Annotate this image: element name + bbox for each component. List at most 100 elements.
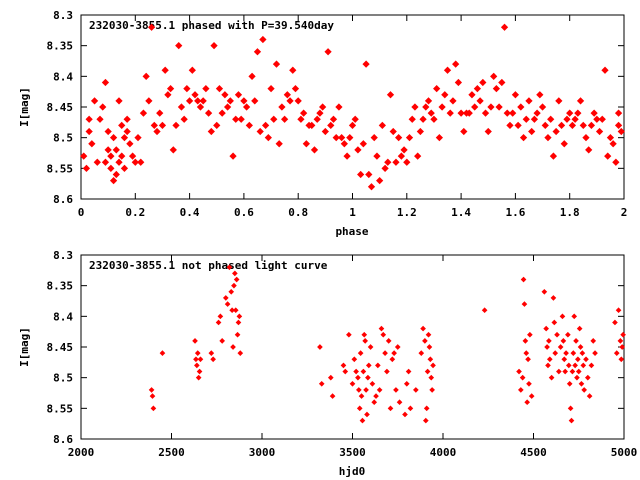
data-point: [576, 97, 585, 105]
data-point: [316, 109, 324, 117]
data-point: [217, 313, 224, 320]
data-point: [308, 121, 316, 130]
data-point: [555, 97, 563, 105]
data-point: [365, 362, 372, 369]
data-point: [441, 91, 449, 99]
data-point: [202, 84, 210, 93]
data-point: [223, 103, 232, 111]
data-point: [294, 97, 302, 105]
data-point: [550, 295, 557, 301]
data-point: [219, 338, 226, 344]
x-tick-label: 2000: [68, 446, 95, 459]
data-point: [580, 362, 587, 369]
data-point: [158, 121, 167, 130]
data-point: [264, 134, 272, 142]
data-point: [221, 91, 229, 99]
data-point: [378, 121, 386, 130]
data-point: [565, 362, 572, 369]
data-point: [546, 338, 552, 344]
data-point: [613, 350, 620, 356]
data-point: [428, 374, 435, 381]
data-point: [612, 319, 618, 326]
data-point: [215, 84, 224, 93]
x-tick-label: 0.6: [234, 206, 254, 219]
y-tick-label: 8.55: [47, 402, 74, 415]
data-point: [382, 350, 388, 356]
data-point: [468, 91, 476, 99]
data-point: [120, 134, 129, 142]
data-point: [452, 60, 460, 68]
data-point: [233, 276, 240, 283]
data-point: [275, 140, 283, 148]
data-point: [335, 103, 343, 111]
data-point: [547, 115, 555, 123]
data-point: [519, 134, 528, 142]
data-point: [617, 338, 624, 344]
data-point: [552, 350, 559, 356]
data-point: [582, 134, 590, 142]
data-point: [392, 158, 400, 166]
data-point: [329, 393, 336, 399]
data-point: [175, 42, 183, 50]
x-axis-label: phase: [335, 225, 368, 238]
data-point: [492, 84, 501, 93]
data-point: [481, 307, 488, 314]
data-point: [120, 164, 129, 172]
x-tick-label: 0.8: [288, 206, 308, 219]
data-point: [362, 60, 370, 68]
data-point: [615, 307, 622, 314]
data-point: [423, 405, 430, 412]
data-point: [380, 331, 387, 338]
data-point: [199, 97, 207, 105]
data-point: [498, 78, 506, 87]
data-point: [389, 127, 397, 136]
data-point: [231, 282, 237, 289]
data-point: [438, 103, 446, 111]
data-point: [556, 368, 562, 375]
data-point: [361, 331, 368, 338]
data-point: [267, 84, 275, 93]
data-point: [82, 164, 91, 172]
data-point: [348, 121, 357, 130]
data-point: [373, 393, 379, 399]
data-point: [561, 356, 568, 363]
data-point: [213, 121, 221, 130]
data-point: [570, 350, 577, 356]
y-tick-label: 8.55: [47, 162, 74, 175]
x-axis-label: hjd0: [339, 465, 366, 478]
data-point: [356, 387, 362, 393]
data-point: [573, 338, 579, 344]
data-point: [104, 127, 112, 136]
data-point: [139, 109, 148, 117]
data-point: [427, 109, 435, 117]
data-point: [313, 115, 321, 123]
data-point: [449, 97, 457, 105]
data-point: [283, 91, 291, 99]
data-point: [148, 387, 155, 393]
data-point: [414, 152, 422, 160]
data-point: [426, 344, 433, 350]
data-point: [403, 380, 410, 387]
data-point: [367, 344, 374, 350]
data-point: [503, 109, 511, 117]
data-point: [609, 140, 617, 148]
data-point: [343, 152, 351, 160]
data-point: [544, 344, 550, 350]
y-tick-label: 8.3: [53, 249, 73, 262]
chart-title: 232030-3855.1 phased with P=39.540day: [89, 19, 334, 32]
data-point: [318, 380, 325, 387]
data-point: [193, 356, 199, 363]
data-point: [378, 325, 385, 332]
y-tick-label: 8.4: [53, 310, 73, 323]
data-point: [578, 380, 585, 387]
data-point: [90, 97, 99, 105]
data-point: [402, 411, 408, 418]
data-point: [180, 115, 188, 123]
x-tick-label: 1.2: [397, 206, 417, 219]
y-tick-label: 8.5: [53, 372, 73, 385]
data-point: [232, 115, 240, 123]
data-point: [519, 374, 526, 381]
data-point: [612, 158, 620, 166]
data-point: [576, 325, 583, 332]
data-point: [134, 134, 142, 142]
